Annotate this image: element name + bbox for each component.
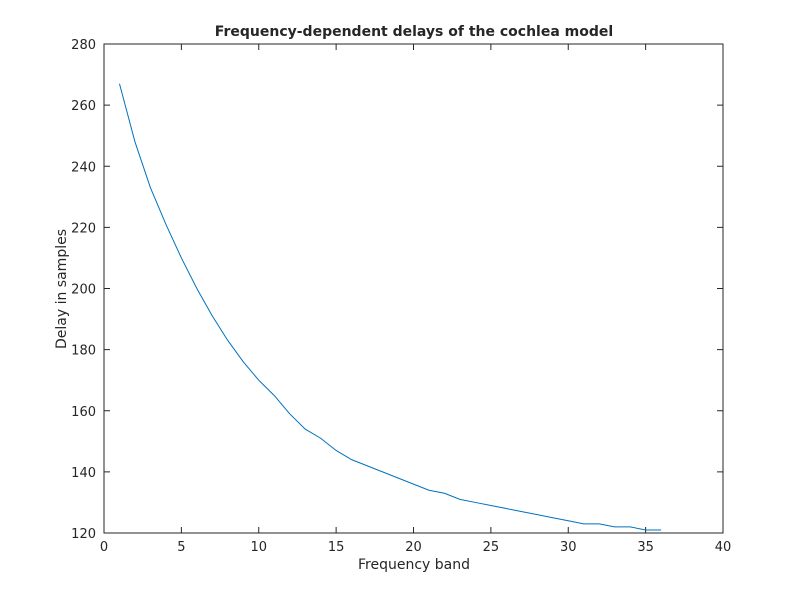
y-tick-label: 120 <box>71 527 96 542</box>
x-tick-label: 0 <box>100 540 108 555</box>
y-tick-label: 260 <box>71 99 96 114</box>
x-tick-label: 10 <box>250 540 267 555</box>
y-tick-label: 180 <box>71 344 96 359</box>
x-tick-label: 40 <box>715 540 732 555</box>
y-tick-label: 280 <box>71 38 96 53</box>
x-tick-label: 20 <box>405 540 422 555</box>
x-tick-label: 5 <box>177 540 185 555</box>
x-axis-label: Frequency band <box>358 557 470 573</box>
y-tick-label: 140 <box>71 466 96 481</box>
y-tick-label: 200 <box>71 283 96 298</box>
y-tick-label: 240 <box>71 160 96 175</box>
chart-title: Frequency-dependent delays of the cochle… <box>215 24 613 40</box>
y-axis-label: Delay in samples <box>54 229 70 349</box>
x-tick-label: 35 <box>637 540 654 555</box>
x-tick-label: 25 <box>483 540 500 555</box>
plot-area <box>103 43 724 534</box>
x-tick-label: 30 <box>560 540 577 555</box>
y-tick-label: 220 <box>71 221 96 236</box>
x-tick-label: 15 <box>328 540 345 555</box>
y-tick-label: 160 <box>71 405 96 420</box>
data-line <box>118 83 662 531</box>
